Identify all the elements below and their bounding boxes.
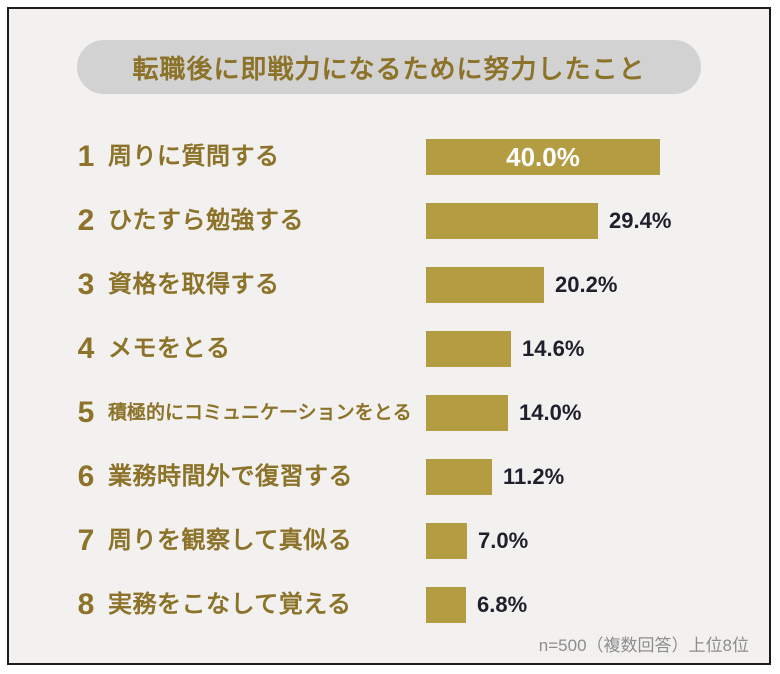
value-label: 14.6% bbox=[522, 336, 585, 361]
category-label: メモをとる bbox=[108, 335, 231, 362]
rank-number: 7 bbox=[77, 524, 95, 557]
chart-title: 転職後に即戦力になるために努力したこと bbox=[132, 53, 646, 84]
bar-rows: 1 周りに質問する 40.0% 2 ひたすら勉強する 29.4% 3 資格を取得する 20.2%… bbox=[9, 125, 769, 637]
value-label: 14.0% bbox=[519, 400, 582, 425]
bar: 40.0% bbox=[426, 139, 660, 175]
category-label: 資格を取得する bbox=[108, 271, 280, 298]
chart-row: 5 積極的にコミュニケーションをとる 14.0% bbox=[9, 381, 769, 445]
category-label: ひたすら勉強する bbox=[108, 207, 304, 234]
chart-row: 7 周りを観察して真似る 7.0% bbox=[9, 509, 769, 573]
rank-number: 2 bbox=[77, 204, 95, 237]
value-label: 29.4% bbox=[609, 208, 672, 233]
rank-number: 4 bbox=[77, 332, 95, 365]
rank-number: 5 bbox=[77, 396, 95, 429]
bar bbox=[426, 587, 466, 623]
chart-row: 8 実務をこなして覚える 6.8% bbox=[9, 573, 769, 637]
chart-row: 1 周りに質問する 40.0% bbox=[9, 125, 769, 189]
value-label: 7.0% bbox=[478, 528, 529, 553]
rank-number: 3 bbox=[77, 268, 95, 301]
survey-note: n=500（複数回答）上位8位 bbox=[538, 636, 749, 655]
category-label: 業務時間外で復習する bbox=[108, 463, 353, 490]
chart-row: 6 業務時間外で復習する 11.2% bbox=[9, 445, 769, 509]
chart-row: 3 資格を取得する 20.2% bbox=[9, 253, 769, 317]
chart-panel: 転職後に即戦力になるために努力したこと 1 周りに質問する 40.0% 2 ひたすら勉強… bbox=[7, 7, 771, 665]
category-label: 積極的にコミュニケーションをとる bbox=[108, 402, 412, 424]
value-label: 20.2% bbox=[555, 272, 618, 297]
bar bbox=[426, 203, 598, 239]
category-label: 周りに質問する bbox=[108, 143, 280, 170]
rank-number: 6 bbox=[77, 460, 95, 493]
chart-row: 4 メモをとる 14.6% bbox=[9, 317, 769, 381]
value-label: 11.2% bbox=[503, 464, 565, 489]
bar bbox=[426, 331, 511, 367]
bar bbox=[426, 395, 508, 431]
chart-row: 2 ひたすら勉強する 29.4% bbox=[9, 189, 769, 253]
rank-number: 1 bbox=[77, 140, 95, 173]
bar bbox=[426, 267, 544, 303]
chart-title-pill: 転職後に即戦力になるために努力したこと bbox=[77, 40, 701, 94]
rank-number: 8 bbox=[77, 588, 95, 621]
category-label: 実務をこなして覚える bbox=[108, 591, 352, 618]
value-label: 6.8% bbox=[477, 592, 528, 617]
category-label: 周りを観察して真似る bbox=[108, 527, 353, 554]
bar bbox=[426, 523, 467, 559]
value-label: 40.0% bbox=[506, 142, 580, 172]
bar bbox=[426, 459, 492, 495]
